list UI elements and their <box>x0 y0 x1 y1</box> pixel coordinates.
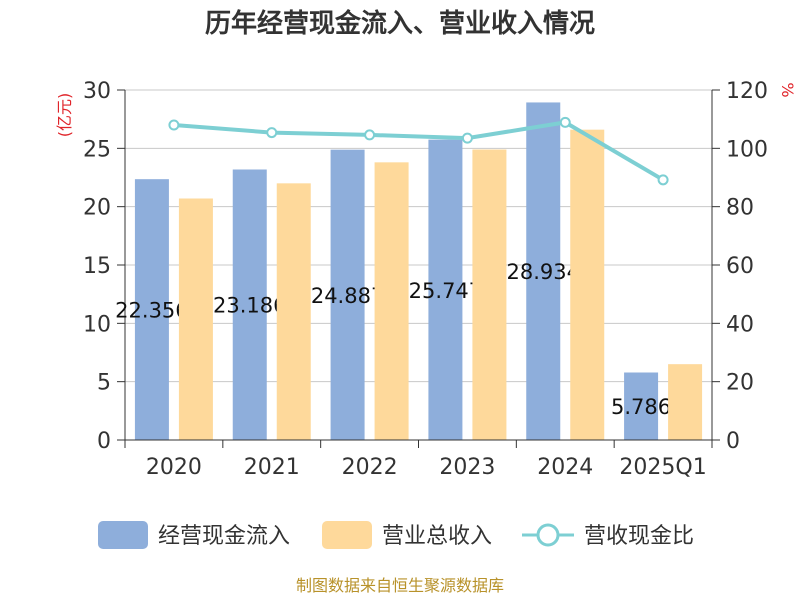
ratio-line <box>173 120 665 182</box>
bar-data-label: 24.887 <box>311 284 384 308</box>
source-note: 制图数据来自恒生聚源数据库 <box>296 576 504 595</box>
gridlines <box>125 89 712 383</box>
data-labels: 22.356 23.186 24.887 25.747 28.934 5.786 <box>115 260 671 419</box>
bar-cash-inflow <box>330 149 365 440</box>
bar-data-label: 22.356 <box>115 299 188 323</box>
legend[interactable]: 经营现金流入 营业总收入 营收现金比 <box>98 521 694 549</box>
bar-revenue <box>472 149 507 440</box>
legend-item-cash-inflow-label: 经营现金流入 <box>158 524 290 549</box>
left-axis-tick-label: 0 <box>97 429 111 454</box>
ratio-point <box>657 174 669 186</box>
legend-item-ratio-label: 营收现金比 <box>584 524 694 549</box>
bar-revenue <box>276 183 311 441</box>
right-axis-tick-label: 60 <box>726 254 754 279</box>
bar-cash-inflow <box>232 169 267 440</box>
bar-cash-inflow <box>624 372 659 440</box>
bar-revenue <box>178 198 213 440</box>
line-series <box>168 116 669 186</box>
bar-series <box>134 102 703 441</box>
bar-revenue <box>668 364 703 440</box>
legend-item-ratio-swatch-marker <box>536 523 560 547</box>
x-axis-tick-label: 2025Q1 <box>619 455 706 480</box>
right-axis-unit: % <box>778 82 797 97</box>
left-axis-tick-label: 15 <box>83 254 111 279</box>
legend-item-cash-inflow-swatch <box>98 521 148 549</box>
left-axis-tick-label: 5 <box>97 371 111 396</box>
x-axis-tick-label: 2022 <box>342 455 398 480</box>
legend-item-revenue-swatch <box>322 521 372 549</box>
left-axis-tick-label: 25 <box>83 137 111 162</box>
ratio-point <box>559 116 571 128</box>
ratio-point <box>364 129 376 141</box>
left-axis-tick-label: 30 <box>83 79 111 104</box>
left-axis-tick-label: 20 <box>83 196 111 221</box>
bar-cash-inflow <box>134 179 169 440</box>
bar-data-label: 25.747 <box>409 279 482 303</box>
x-axis-tick-label: 2021 <box>244 455 300 480</box>
ratio-point <box>461 132 473 144</box>
bar-data-label: 23.186 <box>213 294 286 318</box>
right-axis-tick-label: 100 <box>726 137 768 162</box>
bar-cash-inflow <box>428 139 463 440</box>
left-axis-tick-label: 10 <box>83 312 111 337</box>
x-axis-tick-label: 2024 <box>537 455 593 480</box>
right-axis-tick-label: 80 <box>726 196 754 221</box>
x-axis-tick-label: 2020 <box>146 455 202 480</box>
axes: 0 5 10 15 20 25 30 0 20 40 60 80 100 120 2020 2021 2022 2… <box>83 79 768 480</box>
bar-revenue <box>570 129 605 440</box>
bar-data-label: 5.786 <box>611 395 671 419</box>
bar-cash-inflow <box>526 102 561 440</box>
bar-revenue <box>374 162 409 441</box>
right-axis-tick-label: 120 <box>726 79 768 104</box>
right-axis-tick-label: 0 <box>726 429 740 454</box>
x-axis-tick-label: 2023 <box>439 455 495 480</box>
left-axis-unit: (亿元) <box>55 93 74 138</box>
right-axis-tick-label: 20 <box>726 371 754 396</box>
ratio-point <box>168 119 180 131</box>
legend-item-revenue-label: 营业总收入 <box>382 524 492 549</box>
right-axis-tick-label: 40 <box>726 312 754 337</box>
chart-title: 历年经营现金流入、营业收入情况 <box>205 8 595 39</box>
bar-data-label: 28.934 <box>507 260 580 284</box>
ratio-point <box>266 127 278 139</box>
